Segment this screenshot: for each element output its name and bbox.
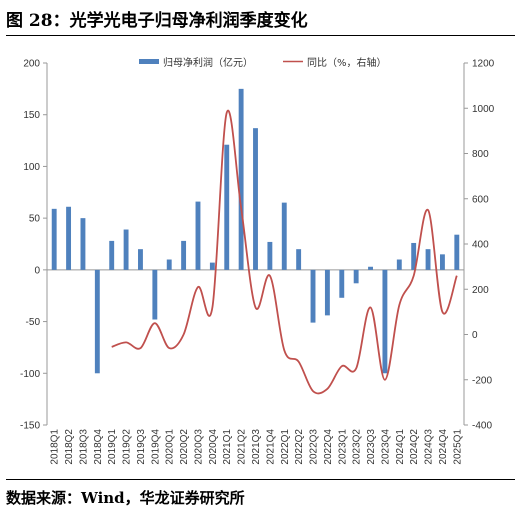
x-tick-label: 2018Q1 bbox=[50, 429, 61, 465]
x-tick-label: 2020Q2 bbox=[179, 429, 190, 465]
x-tick-label: 2023Q3 bbox=[366, 429, 377, 465]
x-tick-label: 2021Q4 bbox=[265, 429, 276, 465]
left-tick-label: 50 bbox=[29, 214, 41, 225]
bar bbox=[138, 249, 143, 270]
x-tick-label: 2023Q1 bbox=[337, 429, 348, 465]
bar bbox=[411, 242, 417, 270]
x-tick-label: 2018Q2 bbox=[64, 429, 75, 465]
bar bbox=[224, 144, 230, 270]
x-tick-label: 2022Q2 bbox=[294, 429, 305, 465]
figure-title: 图 28：光学光电子归母净利润季度变化 bbox=[6, 11, 308, 31]
bar bbox=[425, 249, 431, 270]
x-tick-label: 2021Q1 bbox=[222, 429, 233, 465]
left-tick-label: -100 bbox=[20, 369, 40, 380]
x-tick-label: 2023Q2 bbox=[352, 429, 363, 465]
x-tick-label: 2022Q4 bbox=[323, 429, 334, 465]
bar bbox=[253, 128, 258, 270]
right-tick-label: 1000 bbox=[472, 104, 495, 115]
bar bbox=[51, 208, 57, 270]
bar bbox=[353, 269, 359, 284]
right-tick-label: -200 bbox=[472, 375, 492, 386]
x-tick-label: 2025Q1 bbox=[452, 429, 463, 465]
x-tick-label: 2020Q1 bbox=[165, 429, 176, 465]
legend-bar-swatch bbox=[139, 59, 159, 64]
bar bbox=[439, 254, 445, 270]
left-tick-label: 150 bbox=[23, 110, 40, 121]
bar bbox=[94, 269, 100, 374]
bar bbox=[209, 262, 215, 270]
x-tick-label: 2024Q1 bbox=[395, 429, 406, 465]
x-tick-label: 2021Q2 bbox=[237, 429, 248, 465]
x-tick-label: 2024Q3 bbox=[424, 429, 435, 465]
x-tick-label: 2018Q4 bbox=[93, 429, 104, 465]
bar bbox=[382, 269, 388, 374]
legend-bar-label: 归母净利润（亿元） bbox=[163, 56, 253, 69]
bar bbox=[281, 202, 287, 270]
bar bbox=[109, 240, 115, 270]
right-tick-label: 800 bbox=[472, 149, 489, 160]
x-tick-label: 2019Q1 bbox=[107, 429, 118, 465]
bar bbox=[267, 241, 273, 270]
bar bbox=[195, 201, 201, 270]
left-tick-label: -150 bbox=[20, 421, 40, 432]
x-tick-label: 2023Q4 bbox=[380, 429, 391, 465]
right-tick-label: 600 bbox=[472, 194, 489, 205]
right-tick-label: -400 bbox=[472, 421, 492, 432]
x-tick-label: 2019Q4 bbox=[150, 429, 161, 465]
x-tick-label: 2024Q4 bbox=[438, 429, 449, 465]
right-tick-label: 200 bbox=[472, 285, 489, 296]
left-tick-label: -50 bbox=[26, 317, 41, 328]
source-rule bbox=[6, 479, 515, 480]
right-tick-label: 0 bbox=[472, 330, 478, 341]
bar bbox=[80, 218, 86, 270]
right-tick-label: 400 bbox=[472, 240, 489, 251]
bar bbox=[181, 240, 187, 270]
left-tick-label: 100 bbox=[23, 162, 40, 173]
legend: 归母净利润（亿元） 同比（%，右轴） bbox=[139, 56, 387, 69]
bar bbox=[123, 229, 129, 270]
bar bbox=[66, 206, 72, 270]
x-tick-label: 2020Q4 bbox=[208, 429, 219, 465]
line-series bbox=[111, 109, 458, 395]
left-tick-label: 200 bbox=[23, 59, 40, 70]
x-tick-label: 2019Q3 bbox=[136, 429, 147, 465]
bar-series bbox=[51, 88, 460, 374]
right-tick-label: 1200 bbox=[472, 59, 495, 70]
x-tick-label: 2024Q2 bbox=[409, 429, 420, 465]
yoy-line bbox=[111, 109, 458, 395]
bar bbox=[339, 269, 345, 298]
right-axis-ticks: 1200 1000 800 600 400 200 0 -200 -400 bbox=[464, 59, 495, 432]
x-tick-label: 2020Q3 bbox=[193, 429, 204, 465]
bar bbox=[296, 249, 302, 270]
x-tick-label: 2018Q3 bbox=[78, 429, 89, 465]
title-rule bbox=[6, 35, 515, 36]
x-tick-label: 2022Q1 bbox=[280, 429, 291, 465]
x-tick-label: 2021Q3 bbox=[251, 429, 262, 465]
x-axis-ticks: 2018Q1 2018Q2 2018Q3 2018Q4 2019Q1 2019Q2 2019… bbox=[50, 429, 464, 465]
combo-chart: 200 150 100 50 0 -50 -100 -150 1200 1000 800 600 40… bbox=[20, 56, 495, 465]
left-tick-label: 0 bbox=[34, 265, 40, 276]
bar bbox=[368, 266, 373, 270]
bar bbox=[166, 259, 172, 270]
x-tick-label: 2022Q3 bbox=[309, 429, 320, 465]
bar bbox=[396, 259, 402, 270]
bar bbox=[152, 269, 158, 320]
left-axis-ticks: 200 150 100 50 0 -50 -100 -150 bbox=[20, 59, 47, 432]
bar bbox=[324, 269, 330, 316]
bar bbox=[238, 88, 244, 270]
legend-line-label: 同比（%，右轴） bbox=[307, 56, 387, 69]
source-note: 数据来源：Wind，华龙证券研究所 bbox=[6, 489, 245, 507]
bar bbox=[454, 234, 460, 270]
bar bbox=[310, 269, 316, 323]
x-tick-label: 2019Q2 bbox=[122, 429, 133, 465]
